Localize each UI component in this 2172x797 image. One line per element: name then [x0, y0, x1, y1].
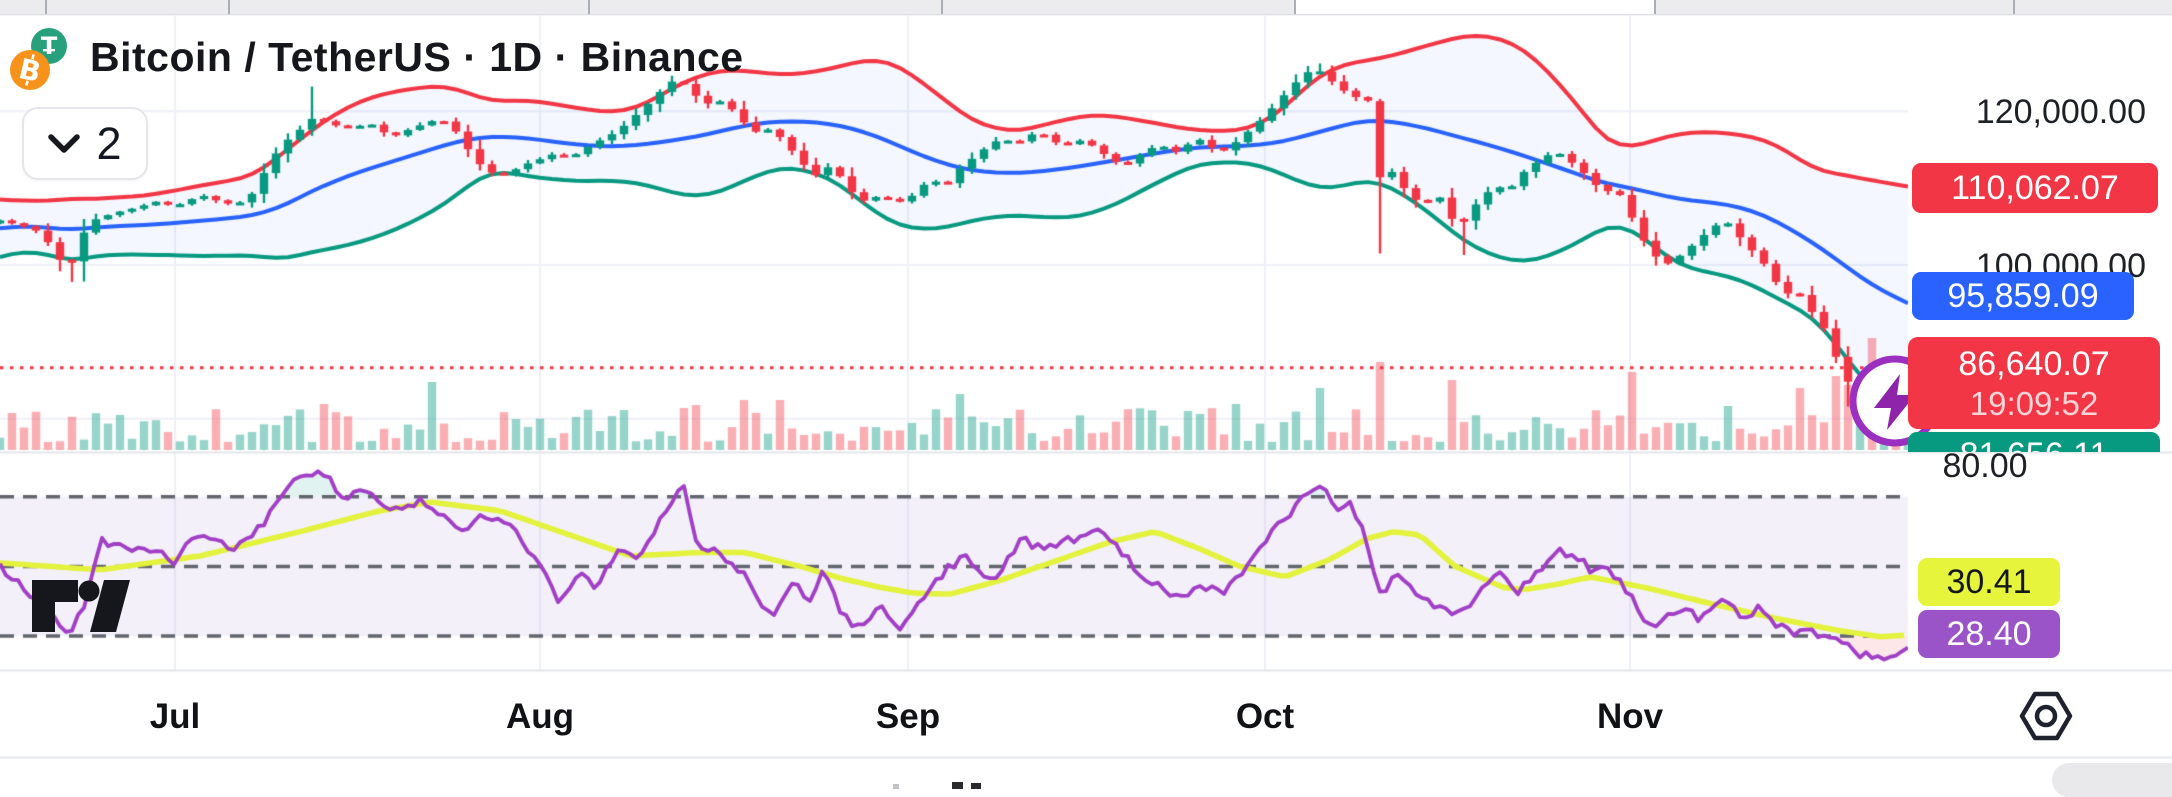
- tradingview-logo: [32, 580, 130, 632]
- cutoff-glyph: [971, 783, 981, 789]
- chevron-down-icon: [48, 133, 81, 153]
- time-tick-jul: Jul: [149, 697, 201, 736]
- price-tick-120000: 120,000.00: [1975, 93, 2146, 131]
- time-tick-aug: Aug: [505, 697, 575, 736]
- rsi-ma-badge: 30.41: [1918, 558, 2060, 606]
- time-tick-oct: Oct: [1235, 697, 1295, 736]
- time-tick-sep: Sep: [875, 697, 941, 736]
- hexagon-settings-icon[interactable]: [2018, 690, 2074, 742]
- pane-collapse-button[interactable]: 2: [22, 107, 148, 180]
- top-strip-highlight-segment: [1295, 0, 1655, 14]
- symbol-title: Bitcoin / TetherUS · 1D · Binance: [90, 34, 744, 80]
- cutoff-button[interactable]: [2052, 763, 2172, 797]
- svg-text:T: T: [41, 32, 58, 60]
- price-tick-100000: 100,000.00: [1975, 247, 2146, 285]
- time-tick-nov: Nov: [1596, 697, 1664, 736]
- rsi-tick-80: 80.00: [1942, 447, 2028, 485]
- top-strip: [0, 0, 2172, 14]
- cutoff-glyph: [952, 782, 963, 789]
- cutoff-glyph: [893, 784, 899, 789]
- pane-collapse-count: 2: [96, 117, 122, 169]
- bitcoin-tether-pair-icon: T B: [10, 28, 67, 90]
- rsi-value-badge: 28.40: [1918, 610, 2060, 658]
